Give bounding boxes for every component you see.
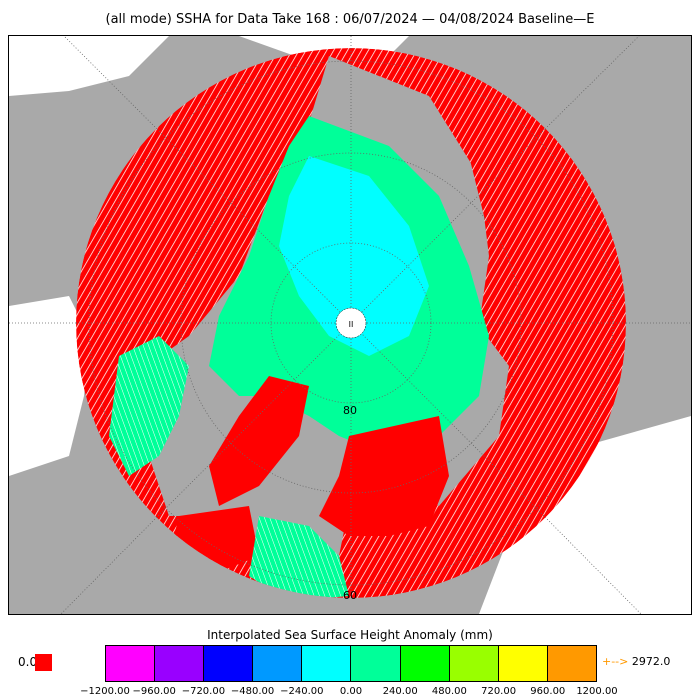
colorbar-swatch (351, 646, 401, 681)
lat-label-60: 60 (343, 589, 357, 602)
zero-swatch (35, 654, 52, 671)
map-title: (all mode) SSHA for Data Take 168 : 06/0… (105, 12, 595, 27)
colorbar-swatch (106, 646, 156, 681)
colorbar-swatch (302, 646, 352, 681)
ocean-white-top (9, 36, 169, 96)
colorbar-tick-label: −480.00 (230, 686, 275, 697)
colorbar-tick-label: −720.00 (181, 686, 226, 697)
colorbar-tick-label: −960.00 (132, 686, 176, 697)
zero-label: 0.0 (18, 655, 38, 669)
colorbar (105, 645, 597, 682)
green-swath-south (249, 516, 349, 598)
pole-marker: II (349, 320, 354, 329)
colorbar-tick-label: −240.00 (280, 686, 324, 697)
pole-hole (335, 307, 367, 339)
ocean-white-bottom-right (479, 416, 691, 614)
colorbar-swatch (253, 646, 303, 681)
max-value-label: +--> 2972.0 (602, 655, 670, 668)
red-patch-barents (319, 416, 449, 536)
colorbar-swatch (204, 646, 254, 681)
red-patch-greenland (209, 376, 309, 506)
colorbar-tick-label: 480.00 (431, 686, 467, 697)
colorbar-tick-label: 960.00 (530, 686, 566, 697)
lat-label-80: 80 (343, 404, 357, 417)
colorbar-swatch (547, 646, 596, 681)
colorbar-tick-label: −1200.00 (80, 686, 130, 697)
colorbar-title: Interpolated Sea Surface Height Anomaly … (207, 628, 493, 642)
max-value: 2972.0 (631, 655, 671, 668)
colorbar-tick-label: 240.00 (382, 686, 418, 697)
ssha-map: II 80 60 (8, 35, 692, 615)
colorbar-tick-label: 0.00 (339, 686, 363, 697)
colorbar-tick-label: 1200.00 (576, 686, 618, 697)
colorbar-swatch (498, 646, 548, 681)
colorbar-tick-label: 720.00 (481, 686, 517, 697)
green-swath-canada (109, 336, 189, 476)
red-patch-east (469, 156, 609, 376)
arctic-ocean-cyan (279, 156, 429, 356)
colorbar-ticks: −1200.00 −960.00 −720.00 −480.00 −240.00 0.00… (0, 686, 700, 700)
colorbar-swatch (400, 646, 450, 681)
colorbar-swatch (155, 646, 205, 681)
ocean-white-left (9, 296, 89, 476)
max-arrow: +--> (602, 655, 629, 668)
colorbar-swatch (449, 646, 499, 681)
